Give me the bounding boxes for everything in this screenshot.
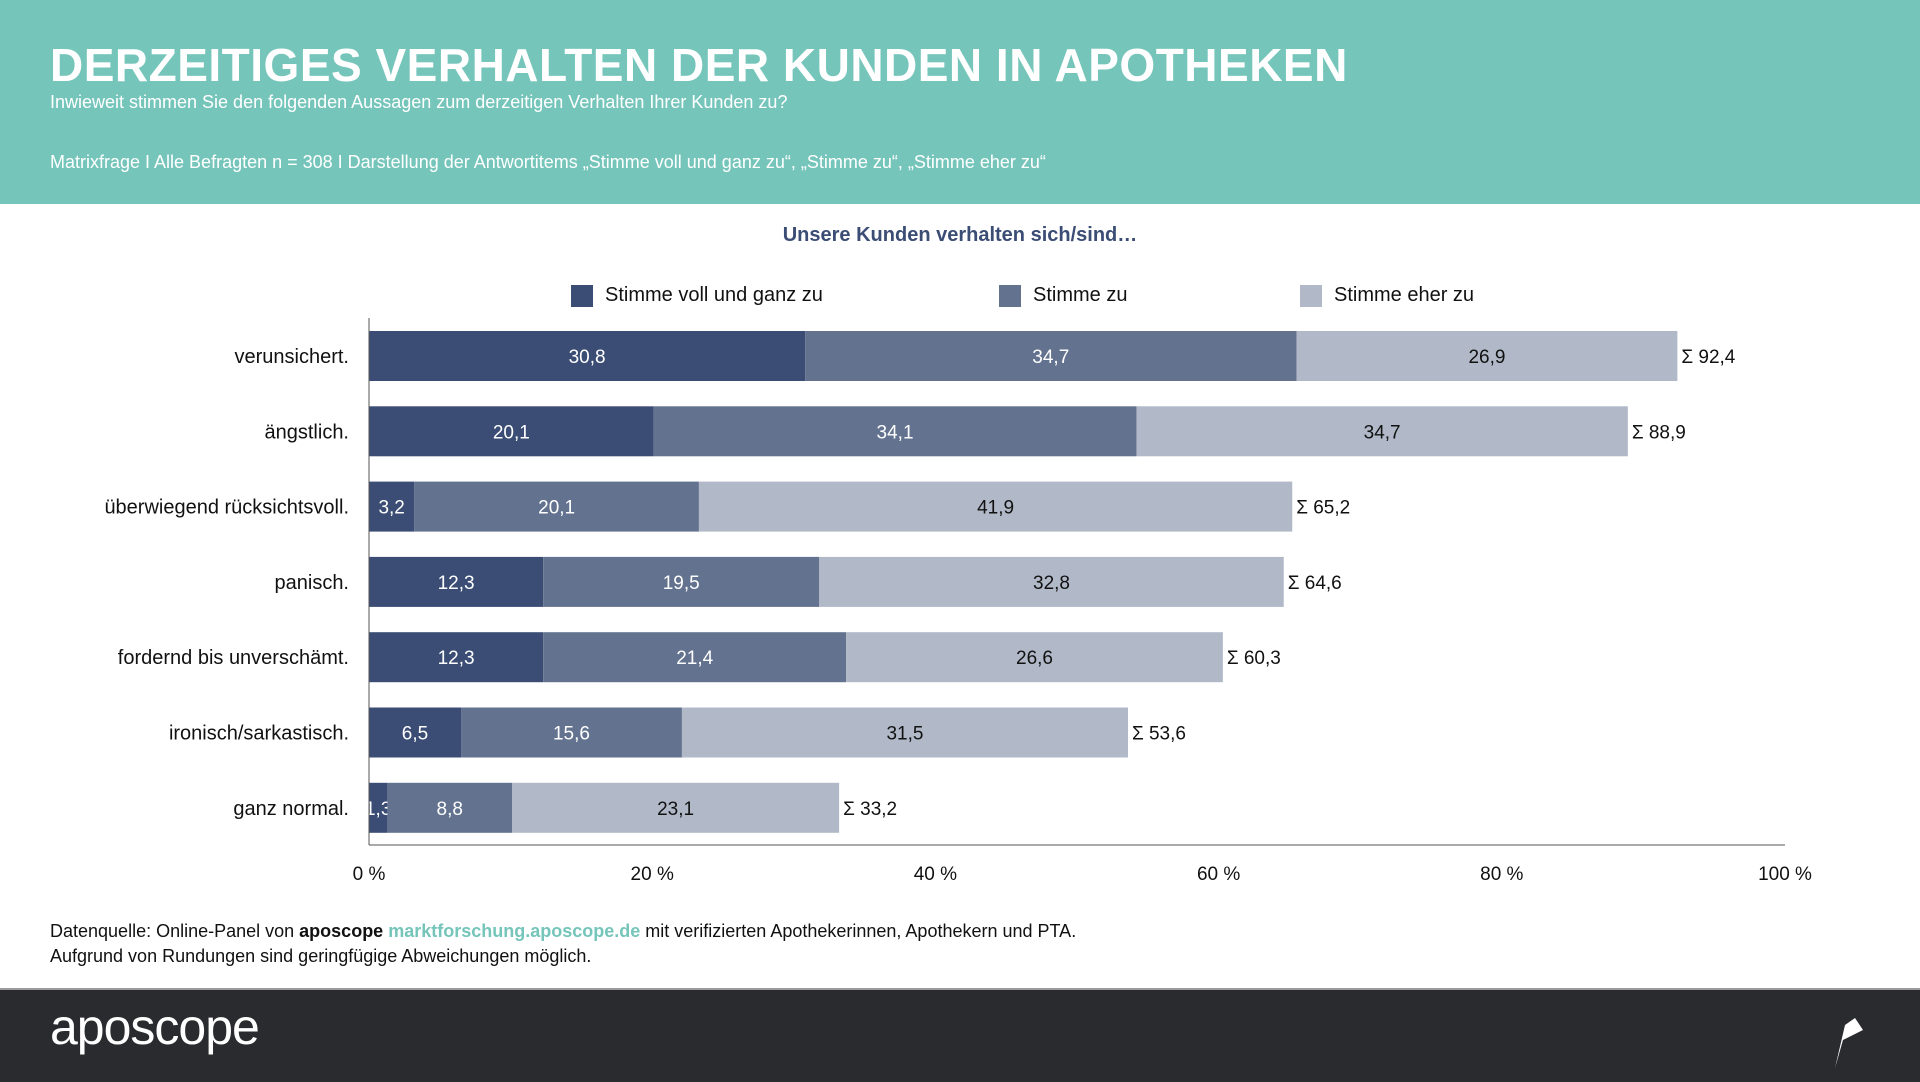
legend-item: Stimme zu — [999, 284, 1127, 307]
data-label: 32,8 — [1033, 573, 1070, 594]
footer: aposcope — [0, 988, 1920, 1082]
total-label: Σ 60,3 — [1227, 648, 1281, 669]
legend-swatch — [571, 284, 593, 307]
page-title: DERZEITIGES VERHALTEN DER KUNDEN IN APOT… — [50, 39, 1348, 91]
bar-segment — [414, 481, 699, 532]
data-label: 12,3 — [438, 648, 475, 669]
bar-segment — [698, 481, 1293, 532]
page-subtitle: Inwieweit stimmen Sie den folgenden Auss… — [50, 92, 788, 112]
category-label: überwiegend rücksichtsvoll. — [104, 497, 349, 519]
data-label: 34,7 — [1032, 347, 1069, 368]
legend-label: Stimme zu — [1033, 284, 1128, 306]
bird-logo-icon — [1825, 1005, 1863, 1068]
bar-segment — [369, 632, 544, 683]
bar-segment — [543, 556, 820, 607]
bar-segment — [543, 632, 847, 683]
source-brand: aposcope — [299, 921, 384, 941]
bar-segment — [461, 707, 682, 758]
data-label: 23,1 — [657, 799, 694, 820]
data-label: 34,1 — [877, 422, 914, 443]
category-label: ganz normal. — [233, 798, 349, 820]
bar-segment — [369, 707, 462, 758]
category-label: panisch. — [275, 572, 350, 594]
data-label: 41,9 — [977, 498, 1014, 519]
total-label: Σ 92,4 — [1681, 347, 1735, 368]
bar-segment — [1136, 406, 1628, 457]
rounding-note: Aufgrund von Rundungen sind geringfügige… — [50, 946, 592, 966]
data-label: 12,3 — [438, 573, 475, 594]
data-label: 20,1 — [538, 498, 575, 519]
category-label: ängstlich. — [265, 421, 350, 443]
bar-segment — [805, 331, 1297, 381]
x-tick-label: 60 % — [1197, 864, 1240, 885]
source-line: Datenquelle: Online-Panel von aposcope m… — [50, 921, 1076, 942]
method-note: Matrixfrage I Alle Befragten n = 308 I D… — [50, 152, 1046, 172]
legend-swatch — [1300, 284, 1322, 307]
data-label: 21,4 — [676, 648, 713, 669]
x-tick-label: 80 % — [1480, 864, 1523, 885]
x-tick-label: 20 % — [631, 864, 674, 885]
total-label: Σ 33,2 — [843, 799, 897, 820]
legend-swatch — [999, 284, 1021, 307]
total-label: Σ 53,6 — [1132, 724, 1186, 745]
aposcope-logo: aposcope — [50, 999, 260, 1055]
header-banner: DERZEITIGES VERHALTEN DER KUNDEN IN APOT… — [0, 0, 1920, 204]
bar-segment — [846, 632, 1223, 683]
data-label: 20,1 — [493, 422, 530, 443]
source-link[interactable]: marktforschung.aposcope.de — [388, 921, 641, 941]
data-label: 26,9 — [1468, 347, 1505, 368]
x-tick-label: 0 % — [353, 864, 386, 885]
bar-segment — [369, 481, 415, 532]
bar-segment — [369, 406, 654, 457]
legend-label: Stimme voll und ganz zu — [605, 284, 823, 306]
legend-label: Stimme eher zu — [1334, 284, 1475, 306]
bar-segment — [369, 556, 544, 607]
source-suffix: mit verifizierten Apothekerinnen, Apothe… — [640, 921, 1077, 941]
legend-item: Stimme eher zu — [1300, 284, 1474, 307]
bar-segment — [512, 782, 840, 833]
data-label: 34,7 — [1364, 422, 1401, 443]
source-prefix: Datenquelle: Online-Panel von — [50, 921, 300, 941]
data-label: 3,2 — [378, 498, 404, 519]
chart-title: Unsere Kunden verhalten sich/sind… — [782, 224, 1138, 246]
data-label: 6,5 — [402, 724, 428, 745]
data-label: 26,6 — [1016, 648, 1053, 669]
bar-segment — [369, 331, 806, 381]
bar-segment — [681, 707, 1128, 758]
x-tick-label: 40 % — [914, 864, 957, 885]
data-label: 1,3 — [365, 799, 391, 820]
category-label: ironisch/sarkastisch. — [169, 723, 349, 745]
bar-segment — [369, 782, 388, 833]
category-label: fordernd bis unverschämt. — [118, 647, 349, 669]
bar-segment — [653, 406, 1137, 457]
bar-segment — [819, 556, 1284, 607]
total-label: Σ 65,2 — [1296, 498, 1350, 519]
category-label: verunsichert. — [235, 346, 350, 368]
x-tick-label: 100 % — [1758, 864, 1812, 885]
data-label: 31,5 — [886, 724, 923, 745]
bar-segment — [1296, 331, 1678, 381]
bar-segment — [387, 782, 513, 833]
data-label: 15,6 — [553, 724, 590, 745]
total-label: Σ 88,9 — [1632, 422, 1686, 443]
data-label: 19,5 — [663, 573, 700, 594]
legend-item: Stimme voll und ganz zu — [571, 284, 823, 307]
data-label: 8,8 — [437, 799, 463, 820]
data-label: 30,8 — [569, 347, 606, 368]
total-label: Σ 64,6 — [1288, 573, 1342, 594]
